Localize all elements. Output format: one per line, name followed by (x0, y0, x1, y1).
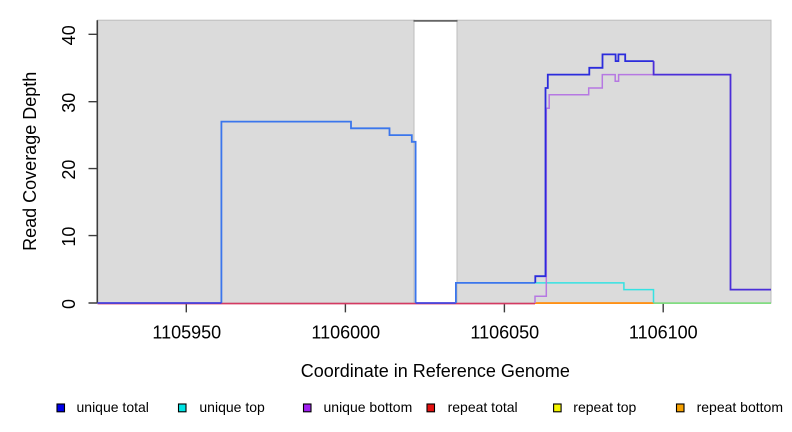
svg-text:1106050: 1106050 (470, 323, 539, 343)
svg-text:unique total: unique total (77, 399, 149, 415)
svg-text:10: 10 (59, 227, 79, 247)
svg-text:repeat bottom: repeat bottom (697, 399, 783, 415)
svg-text:30: 30 (59, 93, 79, 113)
svg-text:Coordinate in Reference Genome: Coordinate in Reference Genome (301, 361, 570, 381)
svg-text:20: 20 (59, 160, 79, 180)
svg-text:unique bottom: unique bottom (324, 399, 413, 415)
svg-text:40: 40 (59, 25, 79, 45)
svg-text:1105950: 1105950 (152, 323, 221, 343)
svg-text:repeat top: repeat top (573, 399, 636, 415)
svg-text:1106100: 1106100 (629, 323, 698, 343)
svg-text:1106000: 1106000 (311, 323, 380, 343)
svg-text:0: 0 (59, 299, 79, 309)
svg-text:repeat total: repeat total (448, 399, 518, 415)
svg-text:unique top: unique top (199, 399, 265, 415)
svg-text:Read Coverage Depth: Read Coverage Depth (20, 72, 40, 251)
